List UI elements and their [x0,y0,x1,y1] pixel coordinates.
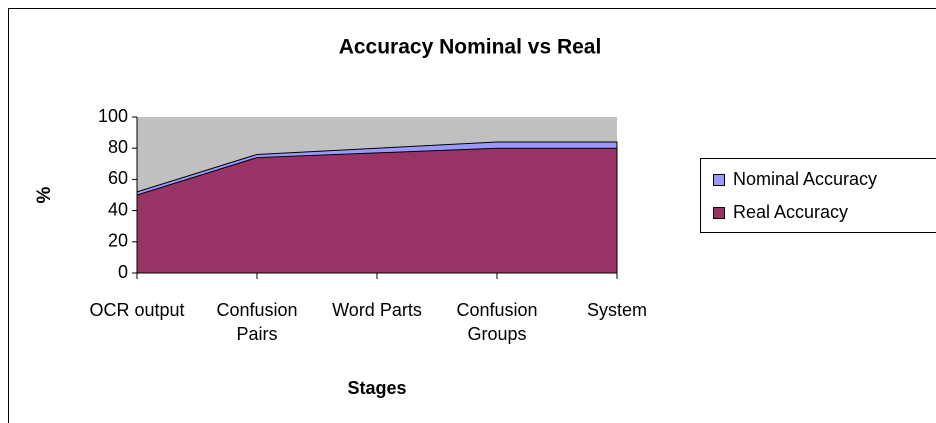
y-tick-label: 20 [108,231,128,251]
x-tick-label: Confusion Pairs [216,300,298,344]
x-tick-label: Confusion Groups [456,300,538,344]
y-tick-label: 40 [108,199,128,219]
legend-label: Nominal Accuracy [733,169,877,189]
y-tick-label: 80 [108,137,128,157]
legend-marker [713,174,725,186]
x-tick-label: Word Parts [332,300,422,320]
legend-box [700,158,936,233]
x-tick-label: System [586,300,647,320]
y-tick-label: 0 [118,262,128,282]
legend-label: Real Accuracy [733,202,848,222]
y-tick-label: 60 [108,168,128,188]
y-tick-label: 100 [98,106,128,126]
x-tick-label: OCR output [89,300,185,320]
y-axis-label: % [34,186,55,203]
area [136,147,618,274]
x-axis-label: Stages [347,378,406,398]
chart-title: Accuracy Nominal vs Real [339,36,602,59]
legend-marker [713,207,725,219]
